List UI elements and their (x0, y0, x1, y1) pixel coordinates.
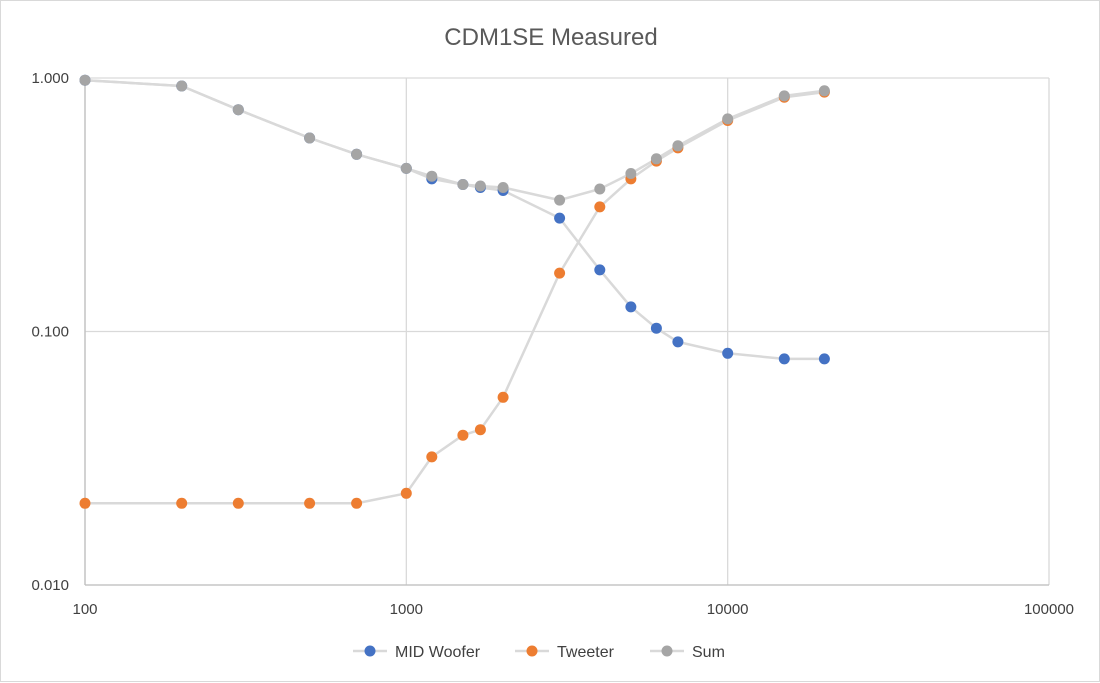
data-point (426, 170, 438, 182)
y-tick-label: 0.100 (31, 324, 69, 341)
data-point (176, 80, 188, 92)
data-point (625, 301, 637, 313)
data-point (497, 182, 509, 193)
legend-label-1: Tweeter (557, 644, 615, 661)
data-point (625, 168, 637, 179)
legend: MID Woofer Tweeter Sum (353, 644, 725, 661)
data-point (232, 104, 244, 116)
data-point (554, 212, 566, 224)
data-point (672, 336, 684, 348)
legend-marker-2 (661, 645, 673, 657)
data-point (474, 180, 486, 192)
data-point (457, 179, 469, 190)
data-point (79, 74, 91, 86)
data-point (474, 424, 486, 436)
x-tick-label: 1000 (390, 601, 423, 618)
legend-label-2: Sum (692, 644, 725, 661)
data-point (554, 267, 566, 279)
data-point (79, 497, 91, 509)
data-point (176, 497, 188, 509)
data-point (778, 353, 790, 365)
data-point (232, 497, 244, 509)
data-point (778, 90, 790, 102)
data-point (400, 487, 412, 499)
data-point (672, 140, 684, 152)
y-tick-label: 1.000 (31, 70, 69, 87)
axes: 100 1000 10000 100000 0.010 0.100 1.000 (31, 70, 1074, 618)
y-tick-label: 0.010 (31, 577, 69, 594)
data-point (351, 148, 363, 160)
legend-label-0: MID Woofer (395, 644, 481, 661)
data-point (594, 183, 606, 195)
legend-marker-0 (364, 645, 376, 657)
data-point (818, 353, 830, 365)
legend-marker-1 (526, 645, 538, 657)
data-point (650, 322, 662, 334)
grid (84, 77, 1050, 586)
data-point (304, 497, 316, 509)
series-lines (84, 78, 825, 505)
data-point (650, 153, 662, 165)
data-point (594, 201, 606, 213)
data-point (426, 451, 438, 463)
series-line-1 (85, 90, 825, 505)
series-line-0 (84, 78, 825, 361)
data-point (304, 132, 316, 144)
data-point (554, 194, 566, 206)
data-point (722, 113, 734, 125)
data-point (497, 391, 509, 403)
series-line-2 (84, 78, 825, 202)
x-tick-label: 100000 (1024, 601, 1074, 618)
data-point (594, 264, 606, 276)
chart-title: CDM1SE Measured (444, 24, 657, 51)
data-point (722, 347, 734, 359)
data-point (818, 85, 830, 97)
data-point (351, 497, 363, 509)
x-tick-label: 10000 (707, 601, 749, 618)
data-point (457, 429, 469, 441)
series-points (79, 74, 830, 509)
x-tick-label: 100 (72, 601, 97, 618)
data-point (400, 162, 412, 174)
